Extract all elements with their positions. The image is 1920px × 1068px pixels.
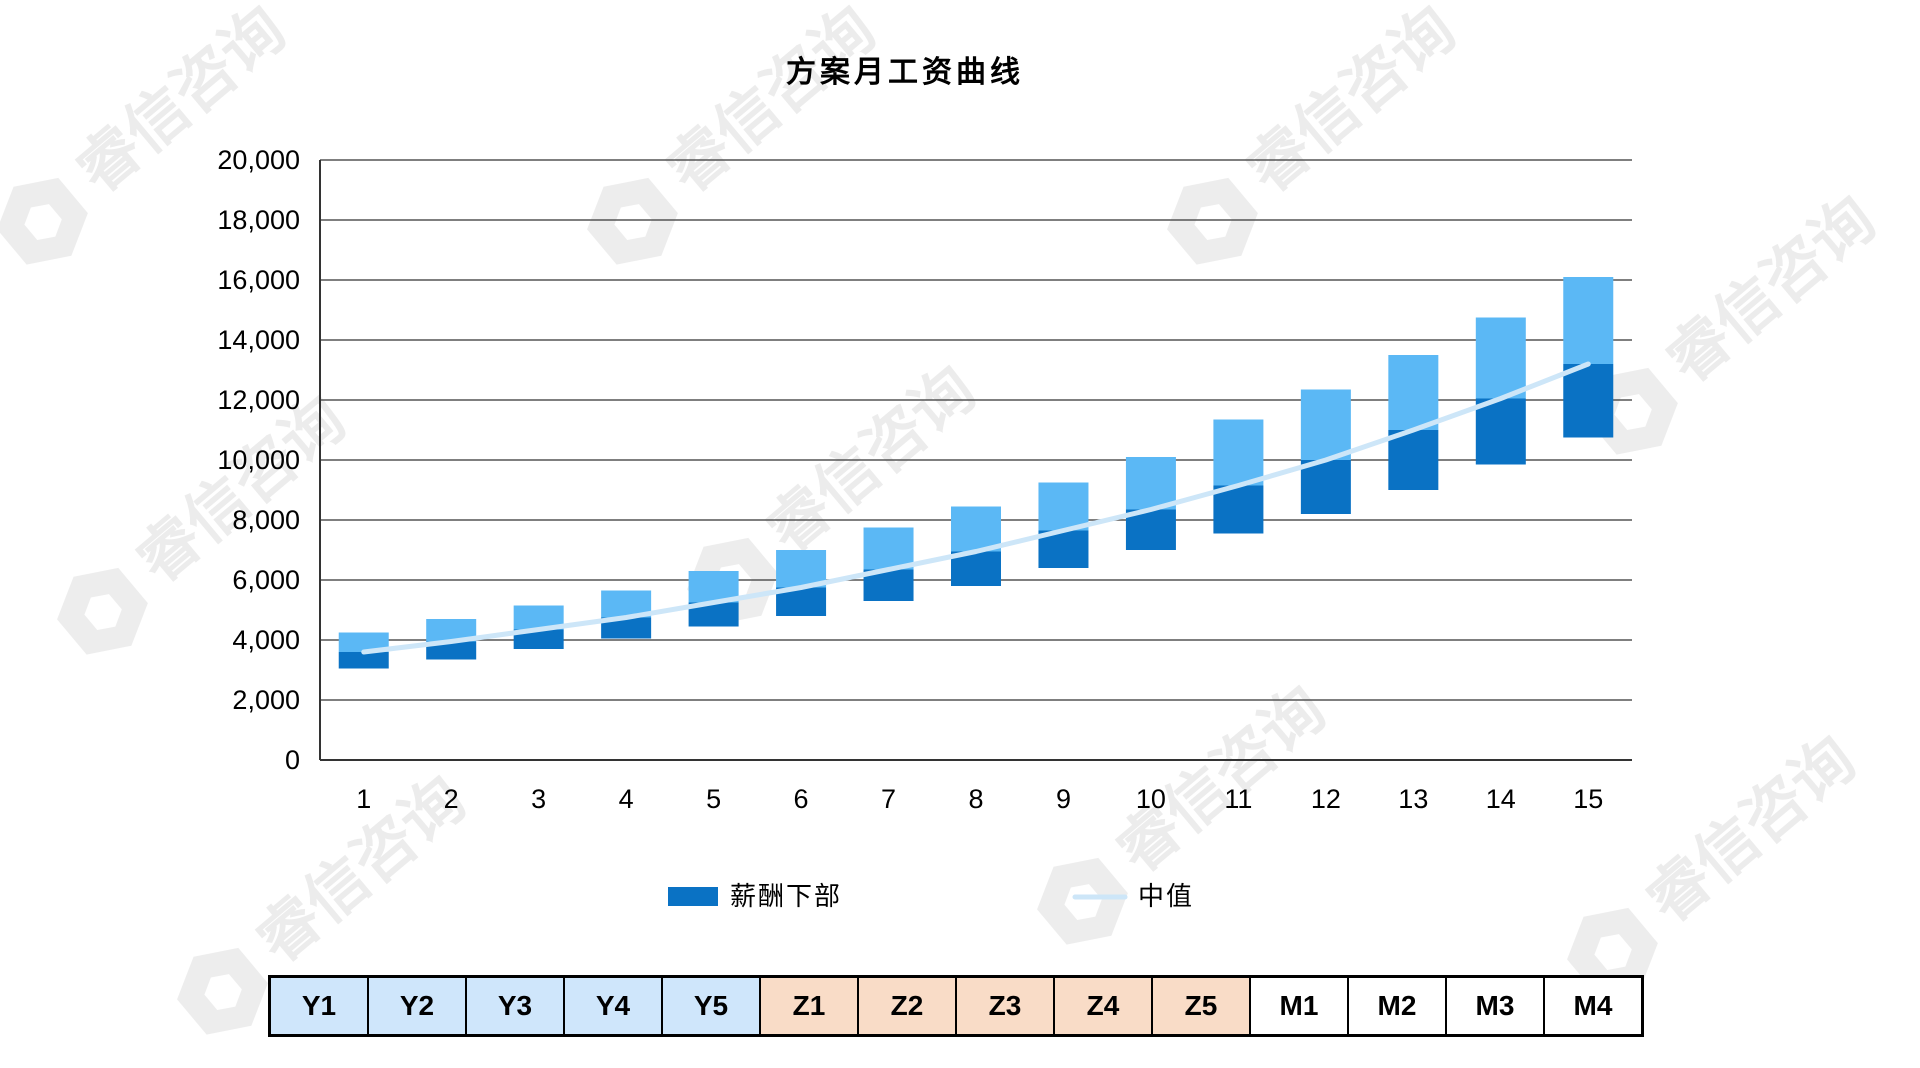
bar-upper — [1563, 277, 1614, 364]
grade-row: Y1 Y2 Y3 Y4 Y5 Z1 Z2 Z3 Z4 Z5 M1 M2 M3 M4 — [268, 975, 1644, 1037]
bar-upper — [1388, 355, 1439, 430]
grade-table: Y1 Y2 Y3 Y4 Y5 Z1 Z2 Z3 Z4 Z5 M1 M2 M3 M4 — [268, 975, 1644, 1037]
y-tick-label: 18,000 — [217, 205, 300, 235]
x-tick-label: 4 — [619, 784, 634, 814]
bar-lower — [1125, 509, 1176, 550]
grade-cell-m2: M2 — [1347, 975, 1447, 1037]
grade-cell-y4: Y4 — [563, 975, 663, 1037]
x-axis-ticks: 1 2 3 4 5 6 7 8 9 10 11 12 13 14 15 — [356, 784, 1603, 814]
legend-label-median: 中值 — [1138, 882, 1194, 912]
bar-lower — [513, 629, 564, 649]
bar-upper — [338, 632, 389, 652]
bar-upper — [951, 506, 1001, 552]
x-tick-label: 15 — [1573, 784, 1603, 814]
watermark: 睿信咨询 — [1587, 182, 1889, 455]
x-tick-label: 3 — [531, 784, 546, 814]
grade-cell-y5: Y5 — [661, 975, 761, 1037]
y-tick-label: 12,000 — [217, 385, 300, 415]
x-tick-label: 9 — [1056, 784, 1071, 814]
grade-cell-y2: Y2 — [367, 975, 467, 1037]
y-tick-label: 20,000 — [217, 145, 300, 175]
watermark: 睿信咨询 — [57, 382, 359, 655]
watermark-text: 睿信咨询 — [1632, 722, 1869, 937]
bar-lower — [426, 641, 477, 660]
bar-upper — [1125, 457, 1176, 510]
watermark-logo-icon — [0, 177, 88, 265]
bar-lower — [1475, 398, 1526, 465]
grade-cell-m3: M3 — [1445, 975, 1545, 1037]
bar-upper — [1475, 317, 1526, 399]
bar-lower — [1300, 460, 1351, 514]
watermark-text: 睿信咨询 — [62, 0, 299, 207]
chart-title: 方案月工资曲线 — [786, 55, 1024, 90]
y-tick-label: 0 — [285, 745, 300, 775]
grade-cell-z4: Z4 — [1053, 975, 1153, 1037]
x-tick-label: 8 — [968, 784, 983, 814]
watermark-logo-icon — [177, 947, 268, 1035]
legend-label-lower: 薪酬下部 — [730, 882, 842, 912]
grade-cell-m4: M4 — [1543, 975, 1644, 1037]
x-tick-label: 5 — [706, 784, 721, 814]
watermark-text: 睿信咨询 — [1232, 0, 1469, 207]
watermark: 睿信咨询 — [0, 0, 299, 265]
watermark-text: 睿信咨询 — [1652, 182, 1889, 397]
bar-upper — [863, 527, 914, 570]
x-tick-label: 14 — [1486, 784, 1516, 814]
bar-upper — [1213, 419, 1264, 486]
y-tick-label: 4,000 — [232, 625, 300, 655]
bars — [338, 277, 1614, 669]
x-tick-label: 11 — [1224, 784, 1252, 814]
bar-upper — [1038, 482, 1089, 531]
grade-cell-y3: Y3 — [465, 975, 565, 1037]
grade-cell-m1: M1 — [1249, 975, 1349, 1037]
bar-lower — [1213, 485, 1264, 534]
watermark-logo-icon — [57, 567, 148, 655]
bar-lower — [338, 652, 389, 669]
bar-lower — [1563, 364, 1614, 438]
watermark-logo-icon — [1567, 907, 1658, 995]
x-tick-label: 6 — [794, 784, 809, 814]
x-tick-label: 2 — [444, 784, 459, 814]
watermark: 睿信咨询 — [1037, 672, 1339, 945]
y-axis-ticks: 0 2,000 4,000 6,000 8,000 10,000 12,000 14,000 1… — [217, 145, 300, 775]
watermark-logo-icon — [1167, 177, 1258, 265]
y-tick-label: 6,000 — [232, 565, 300, 595]
legend-swatch-lower — [668, 887, 718, 906]
watermark: 睿信咨询 — [1567, 722, 1869, 995]
y-tick-label: 14,000 — [217, 325, 300, 355]
watermark-text: 睿信咨询 — [652, 0, 889, 207]
bar-lower — [1388, 430, 1439, 490]
x-tick-label: 7 — [881, 784, 896, 814]
grade-cell-z2: Z2 — [857, 975, 957, 1037]
grade-cell-z1: Z1 — [759, 975, 859, 1037]
legend: 薪酬下部 中值 — [668, 882, 1194, 912]
y-tick-label: 10,000 — [217, 445, 300, 475]
median-line — [361, 361, 1591, 655]
median-line-layer — [361, 361, 1591, 655]
x-tick-label: 13 — [1398, 784, 1428, 814]
bar-upper — [426, 619, 477, 642]
bar-lower — [601, 617, 652, 639]
watermark-text: 睿信咨询 — [1102, 672, 1339, 887]
bar-upper — [1300, 389, 1351, 460]
grade-cell-z5: Z5 — [1151, 975, 1251, 1037]
grade-cell-y1: Y1 — [268, 975, 369, 1037]
grade-cell-z3: Z3 — [955, 975, 1055, 1037]
y-tick-label: 2,000 — [232, 685, 300, 715]
watermark-logo-icon — [1037, 857, 1128, 945]
watermark: 睿信咨询 — [1167, 0, 1469, 265]
watermark-logo-icon — [587, 177, 678, 265]
watermark: 睿信咨询 — [587, 0, 889, 265]
x-tick-label: 12 — [1311, 784, 1341, 814]
x-tick-label: 1 — [356, 784, 371, 814]
bar-upper — [776, 550, 827, 588]
y-tick-label: 16,000 — [217, 265, 300, 295]
x-tick-label: 10 — [1136, 784, 1166, 814]
y-tick-label: 8,000 — [232, 505, 300, 535]
